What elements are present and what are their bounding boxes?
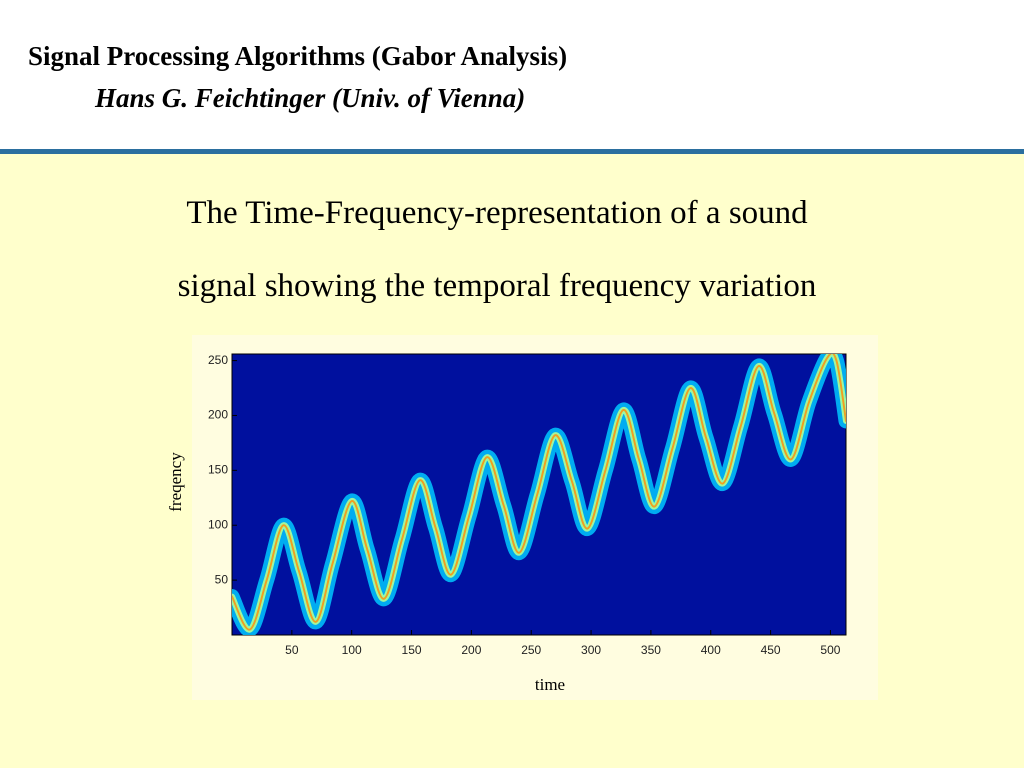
header-subtitle: Hans G. Feichtinger (Univ. of Vienna) [94, 83, 525, 113]
x-tick-label: 100 [342, 643, 362, 657]
body-line: signal showing the temporal frequency va… [178, 268, 817, 304]
y-tick-label: 150 [208, 463, 228, 477]
y-tick-label: 100 [208, 517, 228, 531]
x-tick-label: 350 [641, 643, 661, 657]
x-tick-label: 450 [761, 643, 781, 657]
y-tick-label: 50 [215, 572, 229, 586]
header-rule [0, 149, 1024, 154]
x-tick-label: 400 [701, 643, 721, 657]
header-title: Signal Processing Algorithms (Gabor Anal… [28, 41, 567, 71]
header-bg [0, 0, 1024, 150]
x-tick-label: 200 [461, 643, 481, 657]
y-tick-label: 200 [208, 408, 228, 422]
y-tick-label: 250 [208, 353, 228, 367]
x-axis-label: time [535, 675, 565, 694]
x-tick-label: 300 [581, 643, 601, 657]
ridge-line [232, 354, 846, 631]
x-tick-label: 50 [285, 643, 299, 657]
body-line: The Time-Frequency-representation of a s… [186, 195, 808, 231]
x-tick-label: 250 [521, 643, 541, 657]
ridge-group [232, 354, 846, 635]
x-tick-label: 150 [402, 643, 422, 657]
x-tick-label: 500 [820, 643, 840, 657]
y-axis-label: freqency [166, 452, 185, 512]
